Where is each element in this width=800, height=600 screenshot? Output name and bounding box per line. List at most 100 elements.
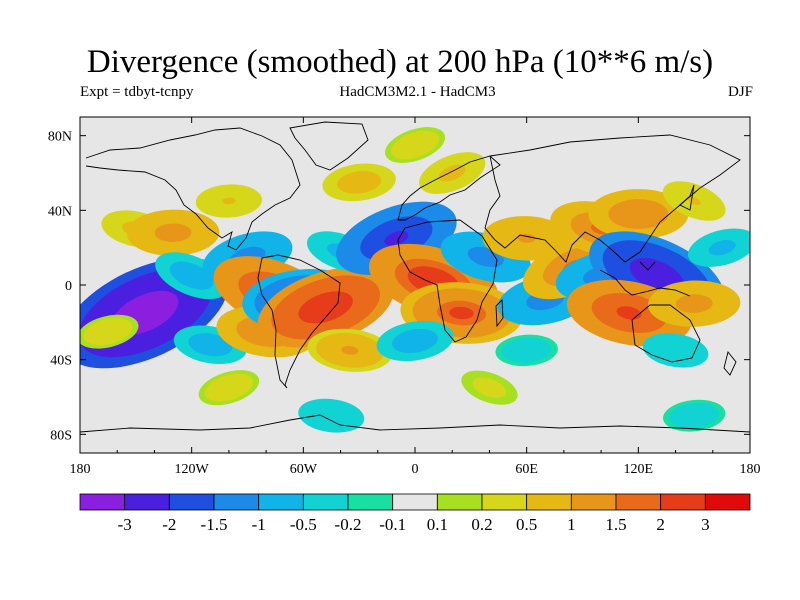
lon-tick-label: 60W <box>290 462 318 477</box>
coastlines <box>80 121 750 433</box>
field-feature <box>80 314 139 349</box>
colorbar-label: 0.2 <box>471 515 492 534</box>
lat-tick-label: 80N <box>48 130 72 145</box>
coast-madagascar <box>495 298 504 328</box>
coast-indonesia <box>599 261 691 297</box>
contour-band <box>202 340 218 349</box>
field-feature <box>257 267 394 348</box>
lat-tick-label: 40N <box>48 204 72 219</box>
contour-band <box>684 299 704 309</box>
coast-asia <box>484 134 741 263</box>
field-feature <box>495 334 558 367</box>
contour-band <box>222 384 235 392</box>
contour-band <box>483 384 496 392</box>
colorbar-box <box>347 493 394 511</box>
colorbar-box <box>79 493 126 511</box>
map-title: Divergence (smoothed) at 200 hPa (10**6 … <box>86 44 714 80</box>
colorbar-box <box>302 493 349 511</box>
field-feature <box>588 189 689 240</box>
colorbar-label: 2 <box>656 515 665 534</box>
contour-band <box>616 306 642 320</box>
colorbar-box <box>704 493 751 511</box>
contour-band <box>445 168 459 178</box>
contour-band <box>687 412 701 419</box>
field-feature <box>663 399 726 432</box>
contour-band <box>312 299 340 316</box>
field-feature <box>307 328 393 372</box>
contour-band <box>222 197 236 205</box>
contour-band <box>715 243 729 252</box>
lon-tick-label: 120W <box>175 462 210 477</box>
colorbar-label: 0.1 <box>427 515 448 534</box>
field-feature <box>376 320 454 362</box>
lon-tick-label: 120E <box>624 462 654 477</box>
contour-band <box>408 141 422 149</box>
field-feature <box>662 181 726 221</box>
field-feature <box>461 370 518 405</box>
contour-band <box>341 346 359 355</box>
colorbar-box <box>615 493 662 511</box>
lon-tick-label: 0 <box>412 462 419 477</box>
colorbar-label: -0.1 <box>379 515 406 534</box>
lat-tick-label: 40S <box>50 354 72 369</box>
colorbar-label: -1 <box>252 515 266 534</box>
lon-tick-label: 180 <box>740 462 761 477</box>
field-feature <box>642 333 709 368</box>
colorbar-box <box>570 493 617 511</box>
field-feature <box>126 209 220 256</box>
coast-australia <box>631 304 701 363</box>
contour-band <box>476 251 495 263</box>
coast-japan <box>679 184 695 211</box>
colorbar-label: 0.5 <box>516 515 537 534</box>
colorbar-box <box>481 493 528 511</box>
colorbar: -3 -2 -1.5 -1 -0.5 -0.2 -0.1 0.1 0.2 0.5 1 1.5 2 3 <box>79 493 751 534</box>
contour-band <box>628 209 649 220</box>
colorbar-box <box>213 493 260 511</box>
field-feature <box>687 228 750 267</box>
contour-band <box>163 228 183 238</box>
lon-tick-label: 60E <box>515 462 538 477</box>
colorbar-box <box>526 493 572 511</box>
coast-greenland <box>289 121 369 171</box>
colorbar-label: -2 <box>162 515 176 534</box>
colorbar-box <box>258 493 304 511</box>
field-feature <box>195 184 263 218</box>
contour-band <box>128 301 162 325</box>
contour-band <box>449 306 474 320</box>
colorbar-label: 1.5 <box>605 515 626 534</box>
divergence-field <box>80 127 750 433</box>
colorbar-label: -0.5 <box>290 515 317 534</box>
contour-band <box>517 233 536 243</box>
contour-band <box>351 178 367 187</box>
colorbar-label: 1 <box>567 515 576 534</box>
field-feature <box>198 370 260 406</box>
models-label: HadCM3M2.1 - HadCM3 <box>339 84 496 100</box>
colorbar-box <box>168 493 215 511</box>
season-label: DJF <box>727 84 753 100</box>
contour-band <box>384 231 409 246</box>
contour-band <box>324 412 338 420</box>
contour-band <box>520 347 533 354</box>
field-feature <box>647 280 741 327</box>
experiment-label: Expt = tdbyt-tcnpy <box>80 84 194 100</box>
lon-tick-label: 180 <box>70 462 91 477</box>
coast-south-america <box>257 254 341 389</box>
field-feature <box>384 127 446 163</box>
field-feature <box>322 163 396 202</box>
coast-north-america <box>85 127 301 251</box>
contour-band <box>101 328 115 336</box>
coast-europe <box>397 155 501 221</box>
colorbar-label: -3 <box>118 515 132 534</box>
contour-band <box>668 346 683 354</box>
colorbar-box <box>124 493 170 511</box>
contour-band <box>407 336 423 346</box>
coast-new-zealand <box>723 351 737 376</box>
colorbar-box <box>436 493 483 511</box>
colorbar-label: 3 <box>701 515 710 534</box>
axes: 180 120W 60W 0 60E 120E 180 80N 40N 0 40S 80S <box>48 117 761 477</box>
field-feature <box>298 398 365 433</box>
coast-africa <box>397 219 498 343</box>
contour-band <box>643 266 671 285</box>
colorbar-label: -1.5 <box>201 515 228 534</box>
